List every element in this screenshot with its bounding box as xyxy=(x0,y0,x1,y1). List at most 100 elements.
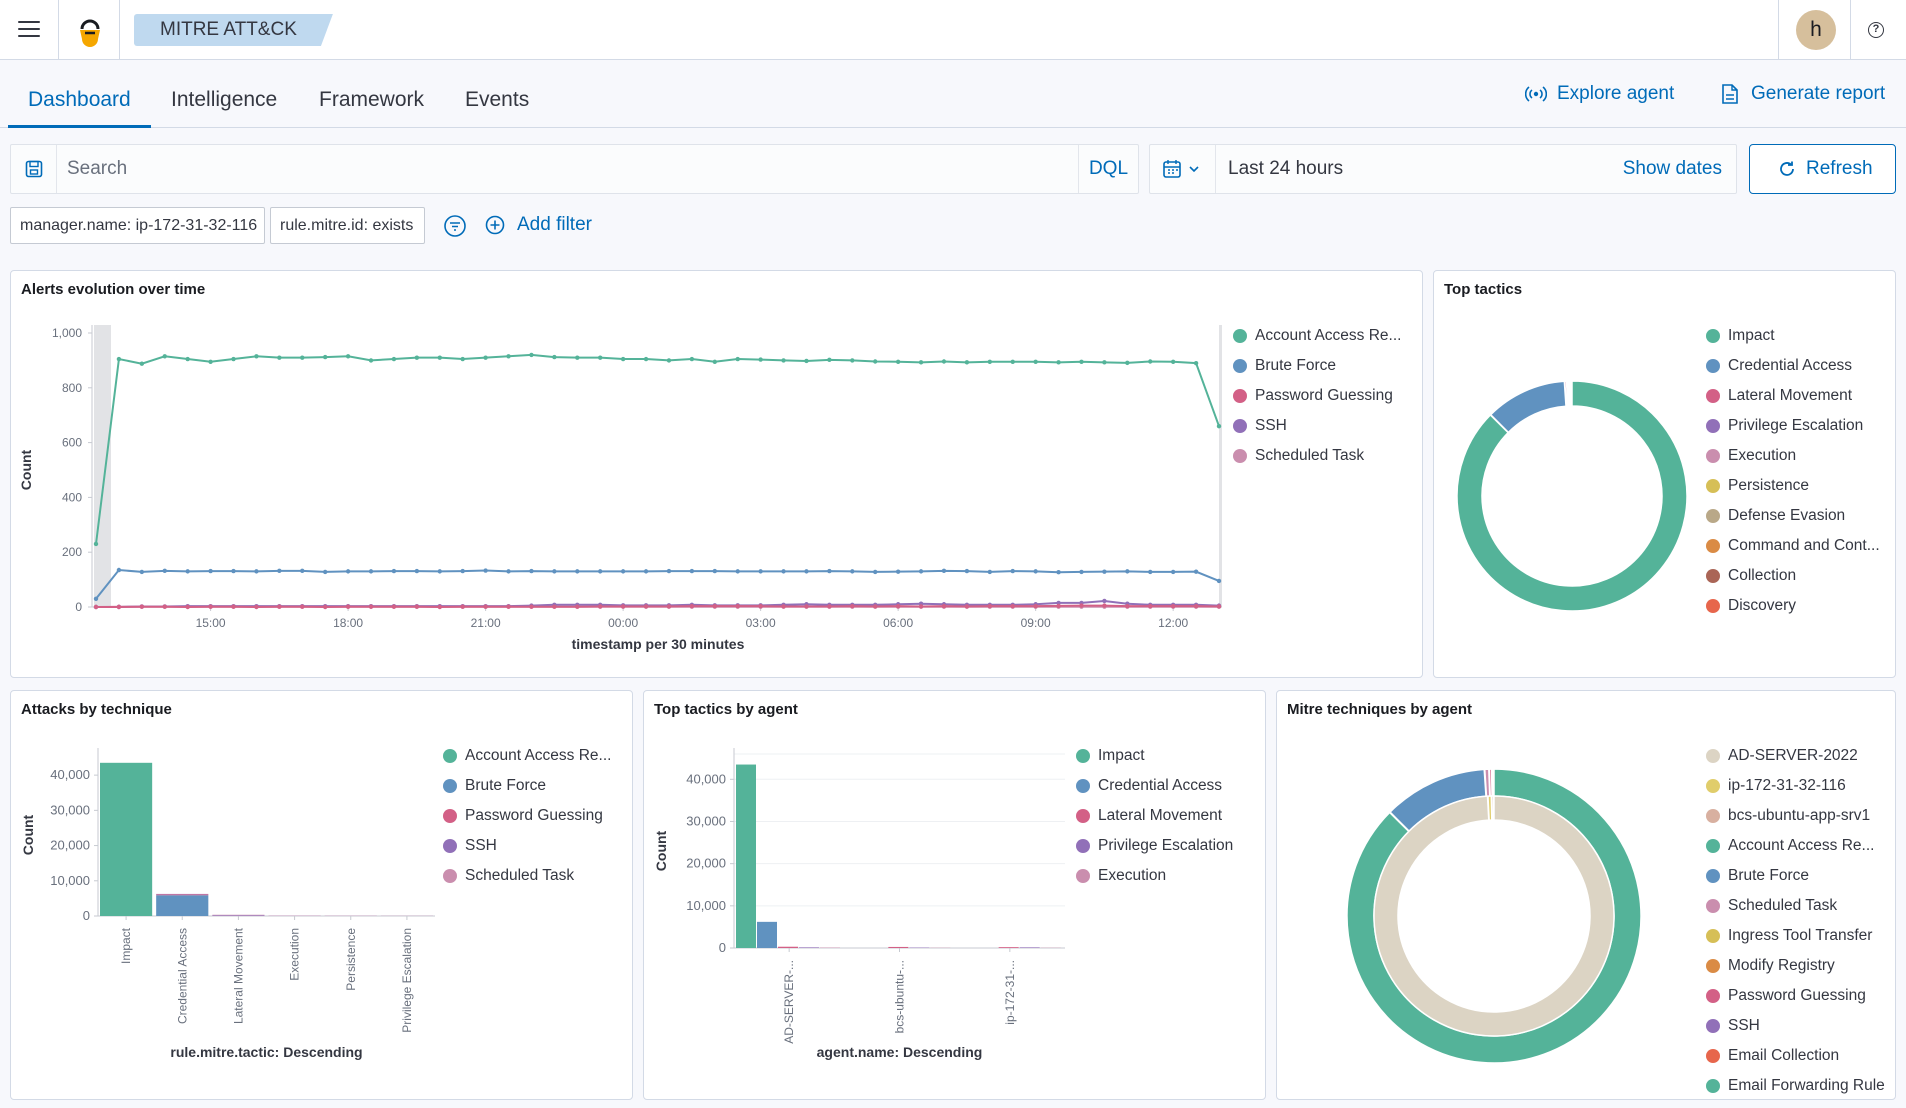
search-input[interactable]: Search xyxy=(67,158,128,179)
saved-query-button[interactable] xyxy=(11,145,57,193)
legend-item[interactable]: Modify Registry xyxy=(1706,951,1885,981)
explore-agent-button[interactable]: Explore agent xyxy=(1525,80,1674,108)
attacks-by-technique-panel: Attacks by technique 0 10,000 20,000 30,000… xyxy=(10,690,633,1100)
legend-item[interactable]: Command and Cont... xyxy=(1706,531,1880,561)
legend-item[interactable]: Ingress Tool Transfer xyxy=(1706,921,1885,951)
panel-title: Top tactics by agent xyxy=(654,701,798,718)
legend-item[interactable]: Persistence xyxy=(1706,471,1880,501)
legend-item[interactable]: Scheduled Task xyxy=(1706,891,1885,921)
filter-pill[interactable]: rule.mitre.id: exists xyxy=(270,207,425,244)
legend-item[interactable]: Account Access Re... xyxy=(1233,321,1401,351)
legend-color-dot xyxy=(1233,389,1247,403)
legend-item[interactable]: bcs-ubuntu-app-srv1 xyxy=(1706,801,1885,831)
y-axis-title: Count xyxy=(20,814,36,855)
data-point xyxy=(1216,423,1222,429)
legend-item[interactable]: Brute Force xyxy=(1706,861,1885,891)
legend-item[interactable]: Account Access Re... xyxy=(1706,831,1885,861)
legend-item[interactable]: Scheduled Task xyxy=(1233,441,1401,471)
legend-item[interactable]: Brute Force xyxy=(443,771,611,801)
data-point xyxy=(1056,600,1061,606)
legend-item[interactable]: SSH xyxy=(1706,1011,1885,1041)
data-point xyxy=(277,355,282,360)
tab-framework[interactable]: Framework xyxy=(319,88,425,111)
pie-slice xyxy=(1373,795,1615,1037)
calendar-icon xyxy=(1163,160,1199,178)
add-filter-button[interactable]: Add filter xyxy=(485,211,592,239)
filter-options-icon[interactable] xyxy=(443,214,467,238)
legend-item[interactable]: Discovery xyxy=(1706,591,1880,621)
x-tick-label: ip-172-31-... xyxy=(1003,960,1017,1025)
legend-color-dot xyxy=(1706,599,1720,613)
legend-item[interactable]: Scheduled Task xyxy=(443,861,611,891)
legend-item[interactable]: Execution xyxy=(1706,441,1880,471)
bar xyxy=(100,762,153,916)
data-point xyxy=(277,604,282,609)
legend-item[interactable]: AD-SERVER-2022 xyxy=(1706,741,1885,771)
data-point xyxy=(735,356,740,362)
legend-label: Ingress Tool Transfer xyxy=(1728,927,1873,944)
data-point xyxy=(322,569,328,575)
x-axis-title: rule.mitre.tactic: Descending xyxy=(170,1044,362,1060)
legend-item[interactable]: Email Forwarding Rule xyxy=(1706,1071,1885,1099)
time-range-label[interactable]: Last 24 hours xyxy=(1228,158,1344,179)
data-point xyxy=(460,604,465,609)
data-point xyxy=(93,596,99,601)
legend-item[interactable]: Privilege Escalation xyxy=(1076,831,1233,861)
show-dates-button[interactable]: Show dates xyxy=(1622,158,1722,179)
legend-label: Command and Cont... xyxy=(1728,537,1880,554)
hamburger-menu-icon[interactable] xyxy=(18,21,40,39)
document-icon xyxy=(1722,84,1738,104)
data-point xyxy=(1216,578,1222,584)
tab-intelligence[interactable]: Intelligence xyxy=(171,88,278,111)
legend-label: Brute Force xyxy=(1255,357,1336,374)
legend-item[interactable]: Lateral Movement xyxy=(1076,801,1233,831)
legend-item[interactable]: Credential Access xyxy=(1706,351,1880,381)
legend-item[interactable]: Account Access Re... xyxy=(443,741,611,771)
legend-item[interactable]: Execution xyxy=(1076,861,1233,891)
active-tab-indicator xyxy=(8,125,151,128)
app-breadcrumb[interactable]: MITRE ATT&CK xyxy=(134,14,333,46)
data-point xyxy=(987,569,993,575)
top-tactics-panel: Top tactics Impact Credential Access Later… xyxy=(1433,270,1896,678)
series-line xyxy=(95,568,1220,600)
legend-item[interactable]: Impact xyxy=(1706,321,1880,351)
legend-item[interactable]: SSH xyxy=(1233,411,1401,441)
legend-item[interactable]: Credential Access xyxy=(1076,771,1233,801)
tab-events[interactable]: Events xyxy=(465,88,530,111)
legend-label: Password Guessing xyxy=(1728,987,1866,1004)
legend-item[interactable]: Privilege Escalation xyxy=(1706,411,1880,441)
legend-item[interactable]: Brute Force xyxy=(1233,351,1401,381)
filter-pill[interactable]: manager.name: ip-172-31-32-116 xyxy=(10,207,265,244)
quick-date-menu-button[interactable] xyxy=(1150,145,1216,193)
refresh-button[interactable]: Refresh xyxy=(1749,144,1896,194)
data-point xyxy=(1102,603,1107,608)
query-language-button[interactable]: DQL xyxy=(1078,145,1138,193)
techniques-by-agent-donut[interactable] xyxy=(1277,691,1657,1091)
legend-item[interactable]: Password Guessing xyxy=(1233,381,1401,411)
legend-item[interactable]: ip-172-31-32-116 xyxy=(1706,771,1885,801)
data-point xyxy=(529,352,534,358)
legend-item[interactable]: Password Guessing xyxy=(1706,981,1885,1011)
wazuh-logo-icon[interactable] xyxy=(76,13,104,47)
legend-item[interactable]: Defense Evasion xyxy=(1706,501,1880,531)
legend-item[interactable]: Impact xyxy=(1076,741,1233,771)
legend-label: SSH xyxy=(465,837,497,854)
generate-report-button[interactable]: Generate report xyxy=(1721,80,1885,108)
data-point xyxy=(873,359,878,364)
tactics-by-agent-bar-chart[interactable]: 0 10,000 20,000 30,000 40,000 AD-SERVER-... bc… xyxy=(644,691,1069,1091)
legend-item[interactable]: Lateral Movement xyxy=(1706,381,1880,411)
top-tactics-donut[interactable] xyxy=(1434,271,1894,671)
data-point xyxy=(185,604,190,610)
data-point xyxy=(712,603,717,609)
alerts-line-chart[interactable]: 0 200 400 600 800 1,000 15:00 18:00 21:00 00:00 03… xyxy=(11,271,1421,671)
legend-item[interactable]: Collection xyxy=(1706,561,1880,591)
legend-item[interactable]: Password Guessing xyxy=(443,801,611,831)
help-icon[interactable]: ? xyxy=(1868,22,1884,38)
tab-dashboard[interactable]: Dashboard xyxy=(28,88,131,111)
user-avatar[interactable]: h xyxy=(1796,10,1836,50)
legend-item[interactable]: SSH xyxy=(443,831,611,861)
legend-item[interactable]: Email Collection xyxy=(1706,1041,1885,1071)
legend-label: Password Guessing xyxy=(465,807,603,824)
attacks-bar-chart[interactable]: 0 10,000 20,000 30,000 40,000 Impact Credentia… xyxy=(11,691,451,1091)
data-point xyxy=(758,357,763,362)
